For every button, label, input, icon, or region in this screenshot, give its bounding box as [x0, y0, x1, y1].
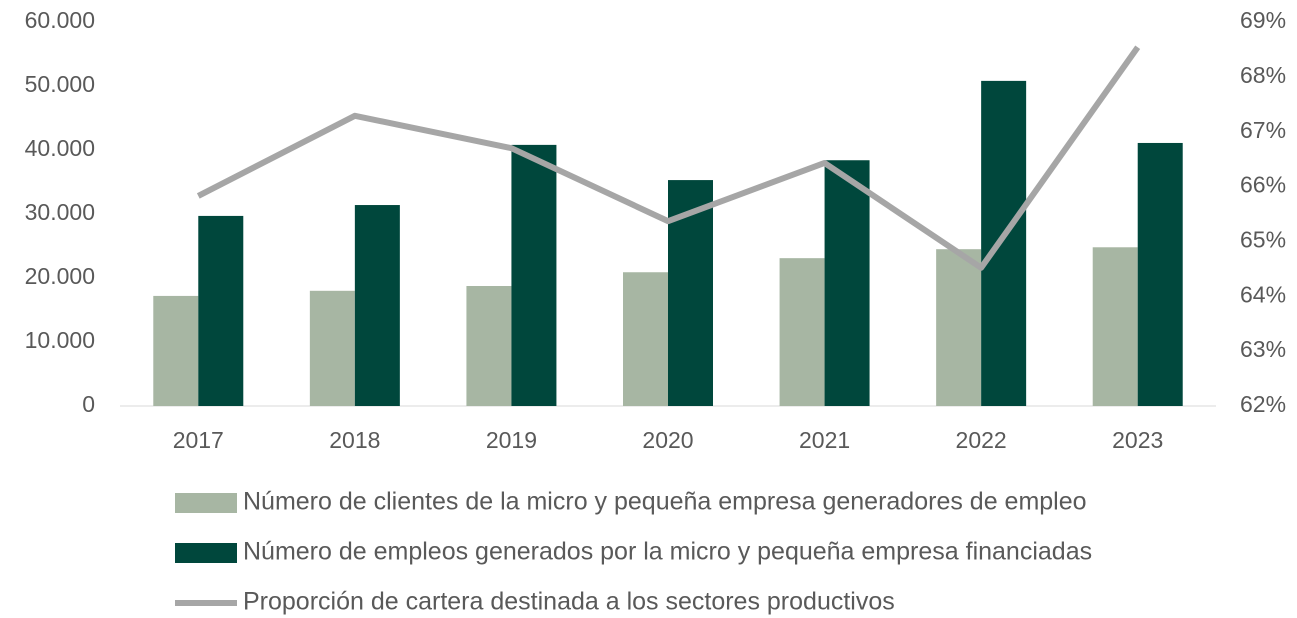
y-tick-label: 60.000	[25, 7, 95, 33]
bar	[466, 286, 512, 406]
bar	[198, 215, 244, 406]
x-tick-label: 2017	[173, 427, 224, 453]
legend-label: Número de empleos generados por la micro…	[243, 538, 1092, 566]
y-tick-label: 20.000	[25, 263, 95, 289]
bar	[623, 272, 668, 406]
y2-tick-label: 68%	[1240, 62, 1286, 88]
x-tick-label: 2021	[799, 427, 850, 453]
bar	[1092, 247, 1138, 406]
y2-tick-label: 64%	[1240, 281, 1286, 307]
x-tick-label: 2022	[956, 427, 1007, 453]
bar	[511, 144, 557, 406]
bar	[936, 249, 982, 406]
line	[196, 45, 1141, 271]
legend-swatch	[175, 543, 237, 563]
y-tick-label: 10.000	[25, 327, 95, 353]
y2-tick-label: 69%	[1240, 7, 1286, 33]
bar	[354, 205, 400, 406]
bar	[1137, 142, 1183, 406]
x-tick-label: 2018	[329, 427, 380, 453]
legend-label: Proporción de cartera destinada a los se…	[243, 588, 895, 616]
x-tick-label: 2019	[486, 427, 537, 453]
x-tick-label: 2023	[1112, 427, 1163, 453]
bar	[981, 80, 1027, 406]
bar	[309, 290, 355, 406]
y2-tick-label: 67%	[1240, 117, 1286, 143]
y-tick-label: 40.000	[25, 135, 95, 161]
y2-tick-label: 63%	[1240, 336, 1286, 362]
y2-tick-label: 65%	[1240, 227, 1286, 253]
y2-tick-label: 66%	[1240, 172, 1286, 198]
legend-swatch	[175, 493, 237, 513]
bar	[153, 295, 199, 406]
x-tick-label: 2020	[642, 427, 693, 453]
y2-tick-label: 62%	[1240, 391, 1286, 417]
legend-label: Número de clientes de la micro y pequeña…	[243, 488, 1087, 516]
bar	[824, 160, 870, 406]
y-tick-label: 50.000	[25, 71, 95, 97]
bar	[779, 258, 825, 406]
y-tick-label: 0	[82, 391, 95, 417]
y-tick-label: 30.000	[25, 199, 95, 225]
